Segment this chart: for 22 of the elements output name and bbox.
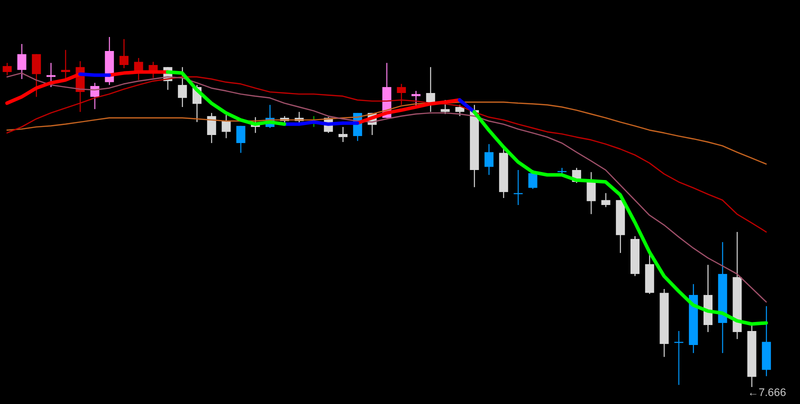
candlestick (207, 112, 216, 144)
candlestick (528, 170, 538, 190)
candlestick (440, 100, 450, 114)
candlestick (338, 126, 348, 142)
candlestick (455, 104, 464, 117)
candlestick (412, 90, 421, 106)
candlestick (46, 62, 56, 88)
candlestick (514, 170, 523, 206)
candlestick (236, 125, 246, 154)
candlestick (178, 66, 187, 108)
candlestick (61, 49, 70, 80)
candlestick (674, 330, 684, 386)
annotation: ←7.666 (748, 387, 786, 399)
candlestick (120, 38, 129, 69)
candlestick (396, 83, 406, 106)
candlestick (134, 58, 144, 81)
candlestick (2, 62, 12, 76)
candlestick (17, 44, 26, 80)
candlestick (32, 54, 41, 98)
candlestick (601, 192, 610, 208)
candlestick (484, 144, 494, 176)
candlestick (222, 114, 231, 139)
